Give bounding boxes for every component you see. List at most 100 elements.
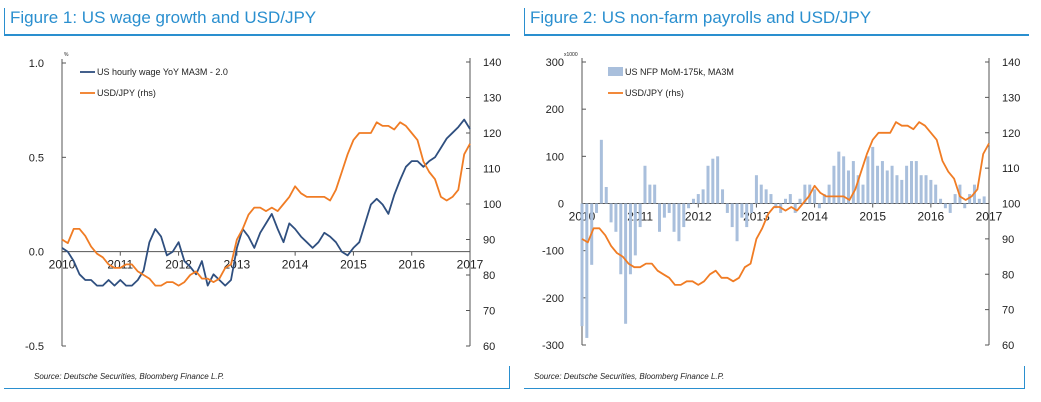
bar [609,203,613,223]
bar [900,179,904,204]
bar [759,184,763,204]
right-tick-label: 80 [1002,269,1014,281]
bar [754,175,758,204]
legend-label: US NFP MoM-175k, MA3M [625,67,734,77]
x-tick-label: 2013 [224,258,251,272]
left-tick-label: 200 [546,104,564,116]
title-underline [4,34,510,36]
right-tick-label: 130 [1002,92,1020,104]
x-tick-label: 2016 [918,210,945,224]
bar [643,165,647,204]
bar [653,184,657,204]
bar [803,184,807,204]
bar [846,170,850,204]
bar [764,189,768,204]
bar [871,146,875,204]
bar [977,198,981,204]
title-left-rule [524,8,525,36]
bar [914,161,918,204]
legend-swatch [608,67,623,76]
bar [827,184,831,204]
bar [633,203,637,256]
bar [716,156,720,204]
right-tick-label: 60 [483,341,495,353]
bar [672,203,676,232]
bar [706,165,710,204]
bar [934,184,938,204]
left-tick-label: 0.0 [29,247,44,259]
right-tick-label: 90 [483,235,495,247]
bar [929,179,933,204]
bar [939,198,943,204]
bar [842,156,846,204]
right-tick-label: 110 [483,164,501,176]
x-tick-label: 2012 [685,210,712,224]
x-tick-label: 2017 [457,258,484,272]
legend-label: US hourly wage YoY MA3M - 2.0 [97,67,228,77]
wage-growth-line [61,118,471,287]
figure-2-title: Figure 2: US non-farm payrolls and USD/J… [530,8,872,27]
bar [725,203,729,213]
x-tick-label: 2017 [976,210,1003,224]
figure-2-right-rule [1024,366,1025,389]
bar [788,194,792,204]
bar [580,203,584,327]
figure-2-chart: 300 200 100 0 -100 -200 -300 140 130 120 110 100 90 8… [542,52,1020,352]
bar [817,203,821,209]
bar [943,203,947,209]
bar [730,203,734,228]
bar [919,175,923,204]
bar [866,156,870,204]
bar [662,203,666,218]
bar [691,198,695,204]
x-tick-label: 2015 [859,210,886,224]
figure-2-source: Source: Deutsche Securities, Bloomberg F… [534,372,725,381]
right-tick-label: 100 [483,199,501,211]
bar [856,175,860,204]
figure-2-panel: Figure 2: US non-farm payrolls and USD/J… [520,0,1041,402]
right-tick-label: 110 [1002,163,1020,175]
bar [953,194,957,204]
bar [905,165,909,204]
bar [735,203,739,242]
bar [784,198,787,204]
bar [604,186,608,204]
bar [851,161,855,204]
bar [619,203,623,275]
right-tick-label: 90 [1002,234,1014,246]
legend-label: USD/JPY (rhs) [97,88,156,98]
title-underline [524,34,1029,36]
figure-1-chart: 1.0 0.5 0.0 -0.5 140 130 120 110 100 90 80 70 60% 201… [25,52,501,353]
bar [885,170,889,204]
bar [624,203,628,324]
right-tick-label: 60 [1002,340,1014,352]
bar [711,158,715,204]
figure-2-bottom-rule [524,388,1024,389]
left-tick-label: -200 [542,293,564,305]
x-tick-label: 2013 [743,210,770,224]
bar [982,196,986,204]
bar [909,161,913,204]
bar [880,161,884,204]
left-tick-label: 100 [546,151,564,163]
bar [750,203,754,213]
right-tick-label: 70 [1002,305,1014,317]
bar [687,203,691,209]
bar [696,194,700,204]
bar [585,203,589,338]
figure-1-bottom-rule [4,388,509,389]
bar [876,165,880,204]
left-unit-label: x1000 [564,52,578,58]
bar [769,194,773,204]
bar [599,139,603,204]
bar [682,203,686,228]
figure-1-panel: Figure 1: US wage growth and USD/JPY 1.0… [0,0,520,402]
figure-1-title: Figure 1: US wage growth and USD/JPY [10,8,317,27]
legend-label: USD/JPY (rhs) [625,88,684,98]
left-unit-label: % [64,52,69,58]
left-tick-label: 300 [546,57,564,69]
right-tick-label: 120 [1002,128,1020,140]
right-tick-label: 140 [483,57,501,69]
bar [677,203,681,242]
left-tick-label: -300 [542,340,564,352]
